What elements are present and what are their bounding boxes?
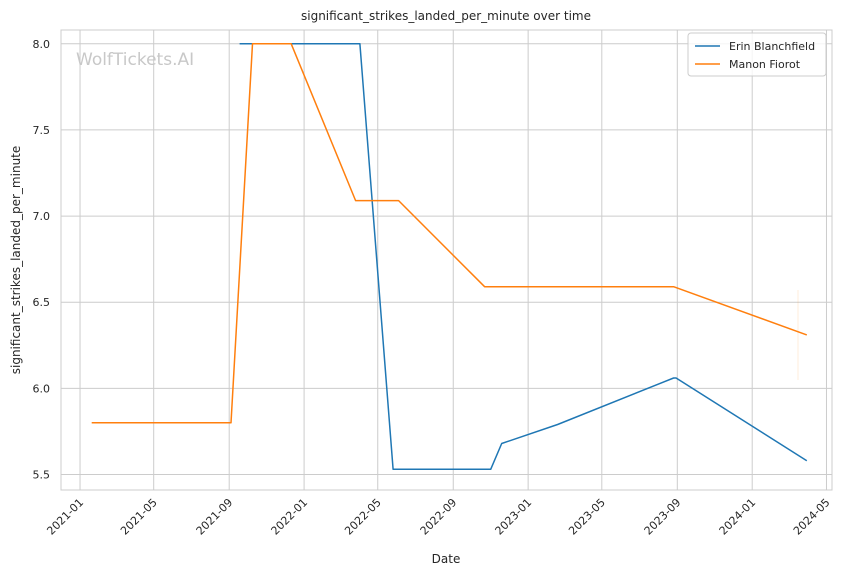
x-tick-label: 2023-01 <box>493 496 535 538</box>
x-axis-label: Date <box>432 552 461 566</box>
chart-title: significant_strikes_landed_per_minute ov… <box>301 9 591 23</box>
plot-area <box>60 29 833 491</box>
x-tick-label: 2023-05 <box>566 496 608 538</box>
x-tick-label: 2022-09 <box>418 496 460 538</box>
y-axis-label: significant_strikes_landed_per_minute <box>9 146 23 375</box>
x-tick-label: 2023-09 <box>642 496 684 538</box>
y-tick-label: 5.5 <box>33 468 51 481</box>
y-tick-label: 6.0 <box>33 382 51 395</box>
legend-box <box>687 32 827 77</box>
legend: Erin Blanchfield Manon Fiorot <box>687 32 827 77</box>
x-tick-label: 2021-05 <box>118 496 160 538</box>
y-tick-label: 7.0 <box>33 210 51 223</box>
y-tick-label: 6.5 <box>33 296 51 309</box>
y-tick-label: 8.0 <box>33 38 51 51</box>
x-tick-label: 2021-09 <box>194 496 236 538</box>
grid-lines <box>61 30 832 490</box>
x-tick-label: 2024-01 <box>717 496 759 538</box>
x-tick-label: 2022-01 <box>269 496 311 538</box>
y-tick-labels: 5.5 6.0 6.5 7.0 7.5 8.0 <box>33 38 51 482</box>
x-tick-label: 2021-01 <box>44 496 86 538</box>
x-tick-label: 2024-05 <box>791 496 833 538</box>
series-lines <box>91 43 808 471</box>
series-line-erin-blanchfield <box>239 43 808 471</box>
watermark: WolfTickets.AI <box>76 50 194 70</box>
y-tick-label: 7.5 <box>33 124 51 137</box>
legend-label-erin-blanchfield: Erin Blanchfield <box>729 40 815 53</box>
x-tick-labels: 2021-01 2021-05 2021-09 2022-01 2022-05 2022-… <box>44 496 832 538</box>
legend-label-manon-fiorot: Manon Fiorot <box>729 58 801 71</box>
x-tick-label: 2022-05 <box>342 496 384 538</box>
series-line-manon-fiorot <box>91 43 808 424</box>
